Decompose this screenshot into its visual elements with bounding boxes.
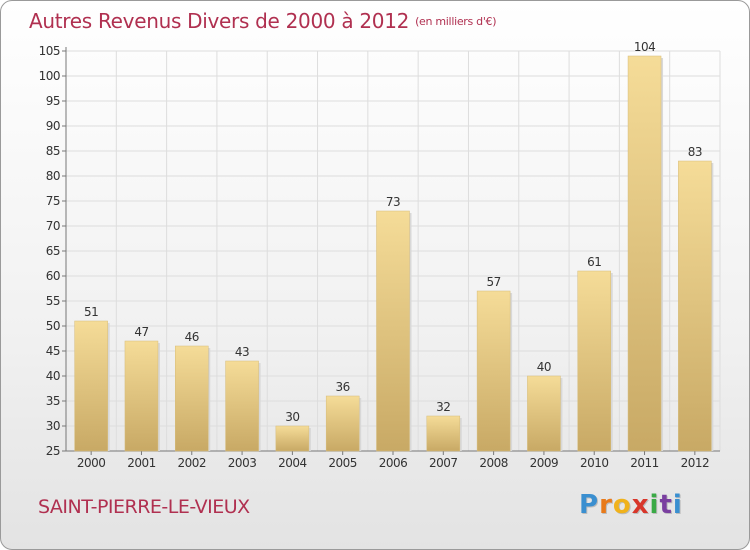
bar [74, 320, 108, 452]
y-tick-label: 75 [46, 194, 60, 208]
y-tick-label: 25 [46, 444, 60, 458]
y-tick-label: 70 [46, 219, 60, 233]
bar [627, 55, 662, 452]
x-tick-label: 2001 [127, 456, 156, 470]
data-label: 51 [84, 305, 98, 319]
logo-letter: i [672, 490, 683, 520]
y-tick-label: 35 [46, 394, 60, 408]
x-tick-label: 2006 [379, 456, 408, 470]
y-tick-label: 90 [46, 119, 60, 133]
x-tick-label: 2004 [278, 456, 307, 470]
y-tick-label: 105 [39, 44, 60, 58]
y-tick-label: 55 [46, 294, 60, 308]
y-tick-label: 80 [46, 169, 60, 183]
bar [175, 345, 209, 452]
x-tick-label: 2008 [479, 456, 508, 470]
bar [376, 210, 410, 452]
data-label: 83 [688, 145, 702, 159]
data-label: 43 [235, 345, 249, 359]
bar [426, 415, 461, 452]
chart-title: Autres Revenus Divers de 2000 à 2012 (en … [29, 9, 497, 33]
logo-letter: o [612, 490, 632, 520]
bar [577, 270, 611, 452]
x-tick-label: 2005 [328, 456, 357, 470]
bar [476, 290, 511, 452]
bar [225, 360, 259, 452]
data-label: 61 [587, 255, 601, 269]
chart-title-text: Autres Revenus Divers de 2000 à 2012 [29, 9, 410, 33]
bar [124, 340, 159, 452]
x-tick-label: 2012 [681, 456, 710, 470]
y-tick-label: 50 [46, 319, 60, 333]
data-label: 57 [486, 275, 500, 289]
x-tick-label: 2003 [228, 456, 257, 470]
x-tick-label: 2009 [530, 456, 559, 470]
bar [325, 395, 360, 452]
bar [275, 425, 310, 452]
chart-subtitle: (en milliers d'€) [415, 15, 497, 28]
x-tick-label: 2011 [630, 456, 659, 470]
y-tick-label: 30 [46, 419, 60, 433]
logo-letter: i [649, 490, 660, 520]
labels: 25 30 35 40 45 50 55 60 65 70 75 80 85 90 95 100 105 51 20… [39, 40, 710, 470]
data-label: 46 [185, 330, 199, 344]
data-label: 40 [537, 360, 551, 374]
y-tick-label: 100 [39, 69, 60, 83]
y-tick-label: 95 [46, 94, 60, 108]
y-tick-label: 65 [46, 244, 60, 258]
logo-letter: x [631, 490, 650, 520]
bars [74, 55, 714, 452]
logo-letter: P [579, 490, 600, 520]
data-label: 30 [285, 410, 299, 424]
data-label: 47 [134, 325, 148, 339]
logo-letter: t [659, 490, 673, 520]
data-label: 104 [634, 40, 655, 54]
y-tick-label: 60 [46, 269, 60, 283]
y-tick-label: 85 [46, 144, 60, 158]
y-tick-label: 45 [46, 344, 60, 358]
y-tick-label: 40 [46, 369, 60, 383]
logo-letter: r [599, 490, 613, 520]
bar [527, 375, 561, 452]
x-tick-label: 2002 [177, 456, 206, 470]
commune-name: SAINT-PIERRE-LE-VIEUX [38, 496, 250, 518]
x-tick-label: 2010 [580, 456, 609, 470]
data-label: 73 [386, 195, 400, 209]
data-label: 36 [336, 380, 350, 394]
x-tick-label: 2000 [77, 456, 106, 470]
data-label: 32 [436, 400, 450, 414]
x-tick-label: 2007 [429, 456, 458, 470]
proxiti-logo: Proxiti [579, 490, 683, 520]
bar [678, 160, 712, 452]
